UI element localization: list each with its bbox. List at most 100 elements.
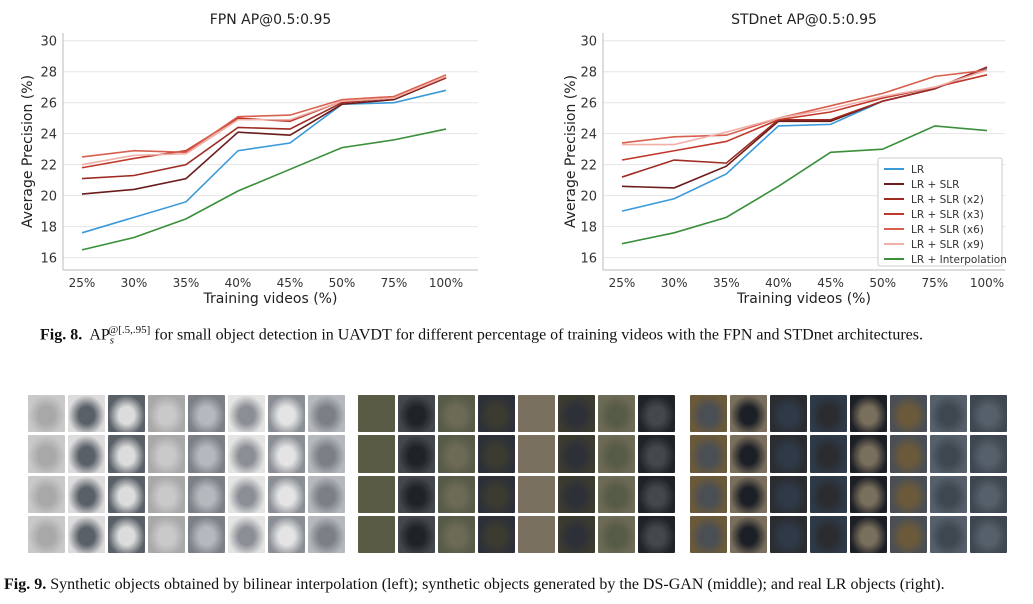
object-thumbnail xyxy=(690,395,727,433)
object-thumbnail xyxy=(970,435,1007,473)
object-thumbnail xyxy=(358,475,395,513)
caption-sup: @[.5,.95] xyxy=(108,324,151,336)
object-thumbnail xyxy=(438,475,475,513)
object-thumbnail xyxy=(68,435,105,473)
object-thumbnail xyxy=(438,515,475,553)
object-thumbnail xyxy=(770,435,807,473)
x-tick-label: 100% xyxy=(429,276,463,290)
object-thumbnail xyxy=(268,435,305,473)
figure-8-caption: Fig. 8. APs@[.5,.95] for small object de… xyxy=(40,324,923,347)
object-thumbnail xyxy=(638,515,675,553)
object-thumbnail xyxy=(730,395,767,433)
object-thumbnail xyxy=(890,475,927,513)
caption-sub: s xyxy=(109,334,115,347)
object-thumbnail xyxy=(690,515,727,553)
object-thumbnail xyxy=(148,475,185,513)
object-thumbnail xyxy=(850,515,887,553)
object-thumbnail xyxy=(28,435,65,473)
object-thumbnail xyxy=(478,395,515,433)
legend-box xyxy=(877,157,1003,267)
object-thumbnail xyxy=(770,515,807,553)
object-thumbnail xyxy=(68,395,105,433)
object-thumbnail xyxy=(228,475,265,513)
object-thumbnail xyxy=(558,515,595,553)
series-line-lr-slr-x9- xyxy=(622,69,988,146)
object-thumbnail xyxy=(228,435,265,473)
series-line-lr-slr-x9- xyxy=(81,75,447,166)
x-tick-label: 45% xyxy=(817,276,844,290)
object-thumbnail xyxy=(478,515,515,553)
chart-title: STDnet AP@0.5:0.95 xyxy=(731,12,877,28)
object-thumbnail xyxy=(598,475,635,513)
object-thumbnail xyxy=(108,475,145,513)
object-thumbnail xyxy=(810,515,847,553)
object-thumbnail xyxy=(148,515,185,553)
object-thumbnail xyxy=(228,395,265,433)
object-thumbnail xyxy=(28,395,65,433)
object-thumbnail xyxy=(28,515,65,553)
object-thumbnail xyxy=(890,435,927,473)
object-thumbnail xyxy=(68,515,105,553)
x-tick-label: 25% xyxy=(609,276,636,290)
object-thumbnail xyxy=(108,435,145,473)
legend-label: LR + Interpolation xyxy=(911,254,1007,266)
y-axis-label: Average Precision (%) xyxy=(563,75,579,228)
object-thumbnail xyxy=(398,475,435,513)
object-thumbnail xyxy=(930,515,967,553)
x-tick-label: 30% xyxy=(121,276,148,290)
figure-8-charts: 16 18 20 22 24 26 28 30 25% 30% 35% 40% 45% 50% 75% 100… xyxy=(20,12,1007,307)
object-thumbnail xyxy=(188,435,225,473)
object-thumbnail xyxy=(930,475,967,513)
series-line-lr-slr-x2- xyxy=(621,66,988,178)
series-line-lr-slr-x3- xyxy=(81,75,447,169)
y-tick-label: 16 xyxy=(40,252,57,267)
object-thumbnail xyxy=(730,435,767,473)
y-tick-label: 24 xyxy=(580,128,597,143)
object-thumbnail xyxy=(558,475,595,513)
caption-ap: AP xyxy=(89,326,110,344)
object-thumbnail xyxy=(188,515,225,553)
legend-label: LR + SLR (x9) xyxy=(911,239,984,251)
object-thumbnail xyxy=(188,395,225,433)
legend-label: LR + SLR xyxy=(911,179,959,191)
object-thumbnail xyxy=(558,435,595,473)
x-tick-label: 30% xyxy=(661,276,688,290)
object-thumbnail xyxy=(518,395,555,433)
object-thumbnail xyxy=(518,515,555,553)
caption-label: Fig. 8. xyxy=(40,326,83,344)
object-thumbnail xyxy=(890,395,927,433)
object-thumbnail xyxy=(770,475,807,513)
object-thumbnail xyxy=(308,435,345,473)
object-thumbnail xyxy=(308,395,345,433)
object-thumbnail xyxy=(730,515,767,553)
chart-1: 16 18 20 22 24 26 28 30 25% 30% 35% 40% 45% 50% 75% 100… xyxy=(20,12,478,307)
x-axis-label: Training videos (%) xyxy=(736,291,871,307)
series-line-lr-slr-x6- xyxy=(81,74,447,158)
object-thumbnail xyxy=(228,515,265,553)
y-tick-label: 16 xyxy=(580,252,597,267)
object-thumbnail xyxy=(810,435,847,473)
object-thumbnail xyxy=(598,515,635,553)
series-line-lr-interpolation xyxy=(81,128,447,251)
legend-label: LR xyxy=(911,164,924,176)
chart-title: FPN AP@0.5:0.95 xyxy=(210,12,332,28)
object-thumbnail xyxy=(358,435,395,473)
object-thumbnail xyxy=(398,515,435,553)
object-thumbnail xyxy=(148,435,185,473)
y-tick-label: 22 xyxy=(40,159,57,174)
object-thumbnail xyxy=(810,395,847,433)
object-thumbnail xyxy=(598,395,635,433)
object-thumbnail xyxy=(188,475,225,513)
object-thumbnail xyxy=(638,435,675,473)
x-tick-label: 25% xyxy=(69,276,96,290)
object-thumbnail xyxy=(850,395,887,433)
x-tick-label: 35% xyxy=(173,276,200,290)
object-thumbnail xyxy=(308,475,345,513)
caption-text: Synthetic objects obtained by bilinear i… xyxy=(46,576,945,593)
object-thumbnail xyxy=(970,515,1007,553)
object-thumbnail xyxy=(358,395,395,433)
object-thumbnail xyxy=(108,515,145,553)
object-thumbnail xyxy=(930,435,967,473)
x-tick-label: 40% xyxy=(225,276,252,290)
